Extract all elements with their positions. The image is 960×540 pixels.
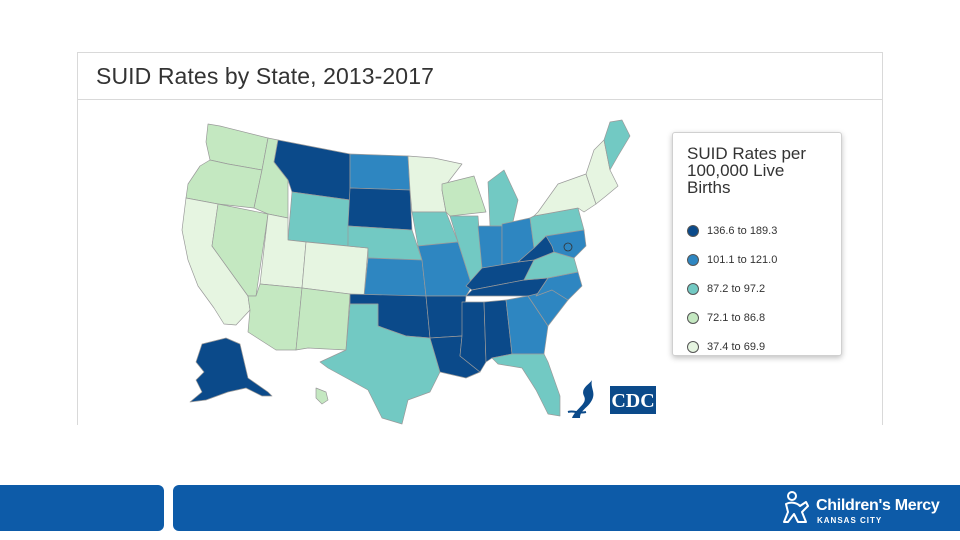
map-panel: SUID Rates by State, 2013-2017 <box>77 52 883 425</box>
brand-subtitle: KANSAS CITY <box>817 516 883 525</box>
state-IN[interactable] <box>477 225 503 269</box>
state-MI[interactable] <box>487 169 519 227</box>
legend-item: 87.2 to 97.2 <box>687 274 827 303</box>
state-ND[interactable] <box>349 153 411 191</box>
legend-item: 37.4 to 69.9 <box>687 332 827 361</box>
legend-label: 37.4 to 69.9 <box>707 340 766 353</box>
legend-swatch <box>687 311 699 324</box>
legend-label: 136.6 to 189.3 <box>707 224 778 237</box>
legend-swatch <box>687 224 699 237</box>
state-KS[interactable] <box>363 257 427 297</box>
state-WY[interactable] <box>287 191 351 247</box>
footer-bar-left <box>0 485 164 531</box>
panel-header: SUID Rates by State, 2013-2017 <box>78 53 882 100</box>
map-legend: SUID Rates per 100,000 Live Births 136.6… <box>672 132 842 356</box>
childrens-mercy-icon <box>783 491 809 523</box>
state-AR[interactable] <box>425 295 467 339</box>
state-FL[interactable] <box>491 353 561 417</box>
state-NE_states[interactable] <box>585 139 619 205</box>
legend-item: 136.6 to 189.3 <box>687 216 827 245</box>
legend-swatch <box>687 340 699 353</box>
legend-label: 101.1 to 121.0 <box>707 253 778 266</box>
cdc-logo: CDC <box>567 380 656 418</box>
us-map <box>181 119 631 425</box>
legend-label: 72.1 to 86.8 <box>707 311 766 324</box>
state-NY[interactable] <box>533 173 597 217</box>
state-NM[interactable] <box>295 287 351 351</box>
state-TX[interactable] <box>319 303 441 425</box>
dc-marker[interactable] <box>563 242 573 252</box>
legend-title: SUID Rates per 100,000 Live Births <box>687 144 807 197</box>
state-SD[interactable] <box>347 187 413 231</box>
state-WI[interactable] <box>441 175 487 217</box>
state-HI[interactable] <box>315 387 329 405</box>
footer-bar-right <box>173 485 960 531</box>
legend-swatch <box>687 253 699 266</box>
legend-label: 87.2 to 97.2 <box>707 282 766 295</box>
legend-item: 72.1 to 86.8 <box>687 303 827 332</box>
cdc-logo-text: CDC <box>611 390 654 412</box>
state-AK[interactable] <box>189 337 273 403</box>
brand-name: Children's Mercy <box>816 497 940 514</box>
state-CO[interactable] <box>301 241 369 297</box>
state-ME[interactable] <box>603 119 631 171</box>
map-title: SUID Rates by State, 2013-2017 <box>96 62 434 89</box>
legend-item: 101.1 to 121.0 <box>687 245 827 274</box>
childrens-mercy-logo: Children's Mercy KANSAS CITY <box>782 490 952 528</box>
legend-swatch <box>687 282 699 295</box>
